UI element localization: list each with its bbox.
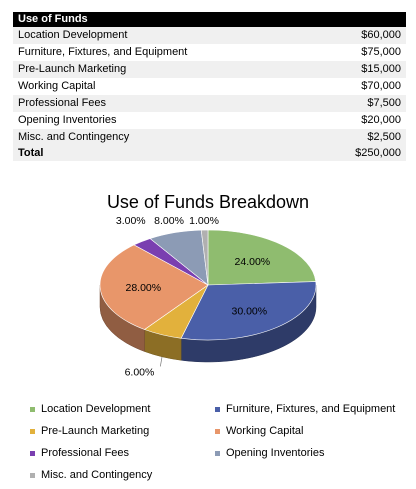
- legend-label: Pre-Launch Marketing: [41, 425, 150, 437]
- table-row: Location Development $60,000: [13, 27, 406, 44]
- row-amount: $7,500: [367, 97, 401, 109]
- table-header: Use of Funds: [13, 12, 406, 27]
- pie-data-label: 28.00%: [126, 282, 162, 294]
- legend-swatch: [30, 406, 35, 412]
- table-row: Working Capital $70,000: [13, 78, 406, 95]
- pie-data-label: 8.00%: [154, 215, 184, 227]
- legend-label: Location Development: [41, 403, 151, 415]
- pie-data-label: 30.00%: [231, 305, 267, 317]
- pie-slice: [200, 229, 209, 286]
- row-label: Furniture, Fixtures, and Equipment: [18, 46, 188, 58]
- pie-data-label: 3.00%: [116, 215, 146, 227]
- pie-data-label: 6.00%: [125, 366, 155, 378]
- pie-slice: [99, 244, 209, 330]
- row-label: Professional Fees: [18, 97, 107, 109]
- table-row: Professional Fees $7,500: [13, 95, 406, 112]
- pie-slice: [180, 281, 317, 341]
- table-body: Location Development $60,000 Furniture, Fi…: [13, 27, 406, 146]
- legend-swatch: [215, 450, 220, 456]
- legend-item: Pre-Launch Marketing: [30, 424, 149, 438]
- table-row: Misc. and Contingency $2,500: [13, 129, 406, 146]
- row-amount: $15,000: [361, 63, 401, 75]
- row-label: Pre-Launch Marketing: [18, 63, 127, 75]
- legend-label: Misc. and Contingency: [41, 469, 153, 481]
- table-total-row: Total $250,000: [13, 146, 406, 161]
- table-row: Opening Inventories $20,000: [13, 112, 406, 129]
- row-label: Location Development: [18, 29, 128, 41]
- legend-item: Working Capital: [215, 424, 303, 438]
- legend-swatch: [215, 406, 220, 412]
- chart-title: Use of Funds Breakdown: [106, 192, 310, 212]
- legend-item: Misc. and Contingency: [30, 468, 152, 482]
- legend-item: Furniture, Fixtures, and Equipment: [215, 402, 395, 416]
- legend-item: Professional Fees: [30, 446, 129, 460]
- legend-swatch: [30, 472, 35, 478]
- row-label: Working Capital: [18, 80, 96, 92]
- table-row: Pre-Launch Marketing $15,000: [13, 61, 406, 78]
- legend-label: Opening Inventories: [226, 447, 325, 459]
- legend-item: Opening Inventories: [215, 446, 324, 460]
- pie-slice: [207, 229, 317, 286]
- row-label: Misc. and Contingency: [18, 131, 130, 143]
- legend-item: Location Development: [30, 402, 150, 416]
- pie-data-label: 1.00%: [189, 215, 219, 227]
- legend-label: Working Capital: [226, 425, 304, 437]
- row-amount: $60,000: [361, 29, 401, 41]
- row-amount: $2,500: [367, 131, 401, 143]
- legend-label: Furniture, Fixtures, and Equipment: [226, 403, 396, 415]
- legend-label: Professional Fees: [41, 447, 130, 459]
- row-amount: $75,000: [361, 46, 401, 58]
- pie-chart: 24.00% 30.00% 6.00% 28.00% 3.00% 8.00% 1.00%: [99, 215, 317, 378]
- row-amount: $70,000: [361, 80, 401, 92]
- pie-data-label: 24.00%: [235, 256, 271, 268]
- row-label: Opening Inventories: [18, 114, 117, 126]
- legend-swatch: [30, 428, 35, 434]
- label-leader-line: [160, 356, 163, 367]
- row-amount: $20,000: [361, 114, 401, 126]
- total-label: Total: [18, 147, 44, 159]
- legend-swatch: [30, 450, 35, 456]
- legend-swatch: [215, 428, 220, 434]
- table-row: Furniture, Fixtures, and Equipment $75,00…: [13, 44, 406, 61]
- use-of-funds-table: Use of Funds Location Development $60,000…: [13, 12, 406, 161]
- total-amount: $250,000: [355, 147, 401, 159]
